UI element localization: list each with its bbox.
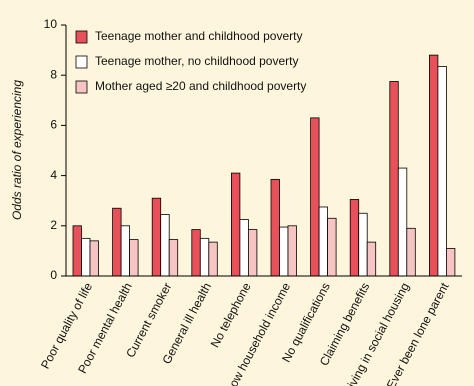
legend-label: Teenage mother and childhood poverty — [95, 29, 302, 43]
y-tick-label: 2 — [50, 218, 57, 232]
bar — [72, 225, 82, 277]
legend-swatch — [75, 30, 88, 44]
bar — [437, 66, 447, 277]
bar — [230, 172, 241, 277]
bar — [279, 226, 289, 277]
legend-label: Teenage mother, no childhood poverty — [95, 54, 298, 68]
y-axis-label: Odds ratio of experiencing — [10, 80, 24, 220]
legend-swatch — [75, 80, 88, 94]
bar — [199, 237, 210, 277]
bar — [358, 212, 368, 277]
bar — [112, 207, 122, 277]
y-tick-label: 0 — [50, 268, 57, 282]
bar — [310, 117, 320, 277]
bar — [366, 241, 377, 277]
bar — [428, 54, 439, 277]
bar — [208, 241, 218, 277]
bar — [327, 217, 337, 277]
bar — [89, 240, 99, 277]
y-tick-label: 4 — [50, 168, 57, 182]
bar — [445, 247, 456, 277]
bar — [239, 219, 249, 277]
bar — [81, 237, 91, 277]
bar — [287, 225, 297, 277]
legend-label: Mother aged ≥20 and childhood poverty — [95, 79, 306, 93]
bar — [120, 225, 130, 277]
y-tick-label: 10 — [44, 17, 58, 31]
bar — [168, 239, 179, 277]
bar — [397, 167, 408, 277]
bar — [270, 178, 280, 277]
bar — [247, 229, 258, 277]
bar — [406, 227, 416, 277]
bar — [129, 239, 139, 277]
y-tick-label: 8 — [50, 67, 57, 81]
bar — [318, 206, 329, 277]
bar — [191, 229, 201, 277]
bar — [389, 81, 399, 277]
legend-swatch — [75, 55, 88, 69]
bar — [160, 214, 170, 277]
bar — [349, 199, 360, 277]
bar — [151, 197, 162, 277]
y-tick-label: 6 — [50, 118, 57, 132]
